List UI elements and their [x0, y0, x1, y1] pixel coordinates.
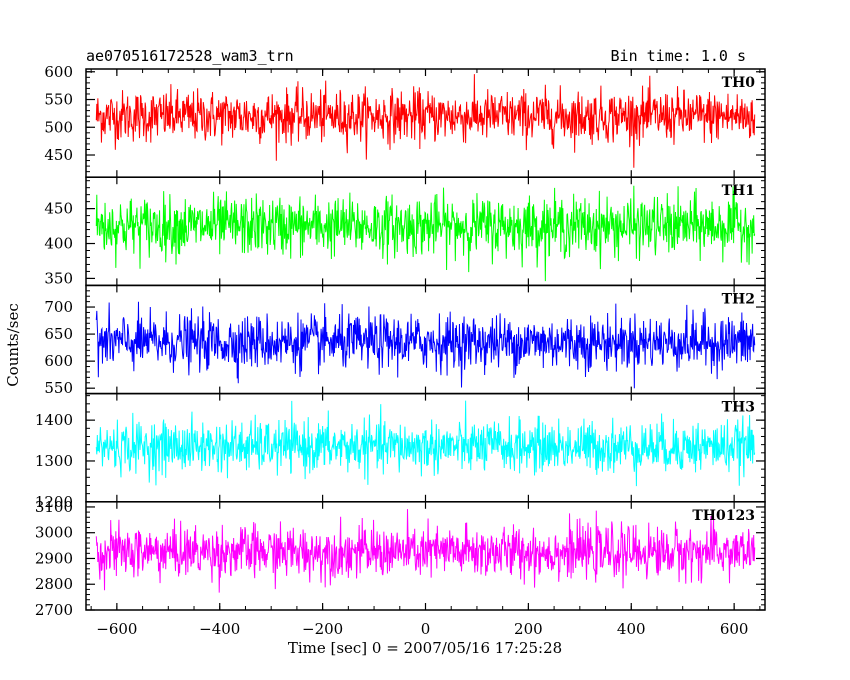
y-tick-label: 450 [44, 146, 73, 164]
y-tick-label: 400 [44, 235, 73, 253]
y-tick-label: 2900 [35, 549, 73, 567]
x-tick-label: 600 [720, 620, 749, 638]
series-th0123 [95, 509, 756, 593]
series-th2 [95, 301, 756, 389]
x-tick-label: −600 [96, 620, 137, 638]
x-axis-label: Time [sec] 0 = 2007/05/16 17:25:28 [288, 639, 562, 657]
series-th1 [95, 185, 756, 282]
panel-label: TH2 [722, 291, 755, 307]
chart-title: ae070516172528_wam3_trn [86, 47, 294, 65]
series-th0 [95, 74, 756, 168]
y-tick-label: 600 [44, 63, 73, 81]
panel-th1: 350 400 450 TH1 [44, 176, 766, 287]
y-tick-label: 1400 [35, 411, 73, 429]
y-axis-label: Counts/sec [4, 303, 22, 387]
x-tick-label: 0 [421, 620, 431, 638]
panel-label: TH3 [722, 400, 755, 416]
y-tick-label: 450 [44, 200, 73, 218]
y-tick-label: 3000 [35, 524, 73, 542]
x-tick-label: −400 [199, 620, 240, 638]
series-th3 [95, 400, 756, 487]
y-tick-label: 550 [44, 379, 73, 397]
panels-group: 450 500 550 600 TH0 350 400 450 TH1 550 600 650 700 T… [35, 63, 766, 619]
panel-th2: 550 600 650 700 TH2 [44, 284, 766, 397]
y-tick-label: 3100 [35, 498, 73, 516]
panel-th3: 1200 1300 1400 TH3 [35, 392, 766, 511]
y-tick-label: 2800 [35, 575, 73, 593]
y-tick-label: 1200 [35, 493, 73, 511]
x-tick-label: 200 [514, 620, 543, 638]
panel-th0: 450 500 550 600 TH0 [44, 63, 766, 178]
y-tick-label: 1300 [35, 452, 73, 470]
y-tick-label: 700 [44, 298, 73, 316]
y-tick-label: 2700 [35, 601, 73, 619]
y-tick-label: 550 [44, 91, 73, 109]
panel-label: TH0123 [692, 508, 755, 524]
y-tick-label: 600 [44, 352, 73, 370]
x-tick-label: 400 [617, 620, 646, 638]
x-axis: −600 −400 −200 0 200 400 600 [90, 69, 761, 638]
panel-label: TH1 [722, 183, 755, 199]
y-tick-label: 500 [44, 118, 73, 136]
panel-th0123: 2700 2800 2900 3000 3100 TH0123 [35, 498, 766, 619]
x-tick-label: −200 [302, 620, 343, 638]
y-tick-label: 650 [44, 325, 73, 343]
panel-label: TH0 [722, 75, 756, 91]
chart-subtitle: Bin time: 1.0 s [611, 47, 746, 65]
y-tick-label: 350 [44, 269, 73, 287]
